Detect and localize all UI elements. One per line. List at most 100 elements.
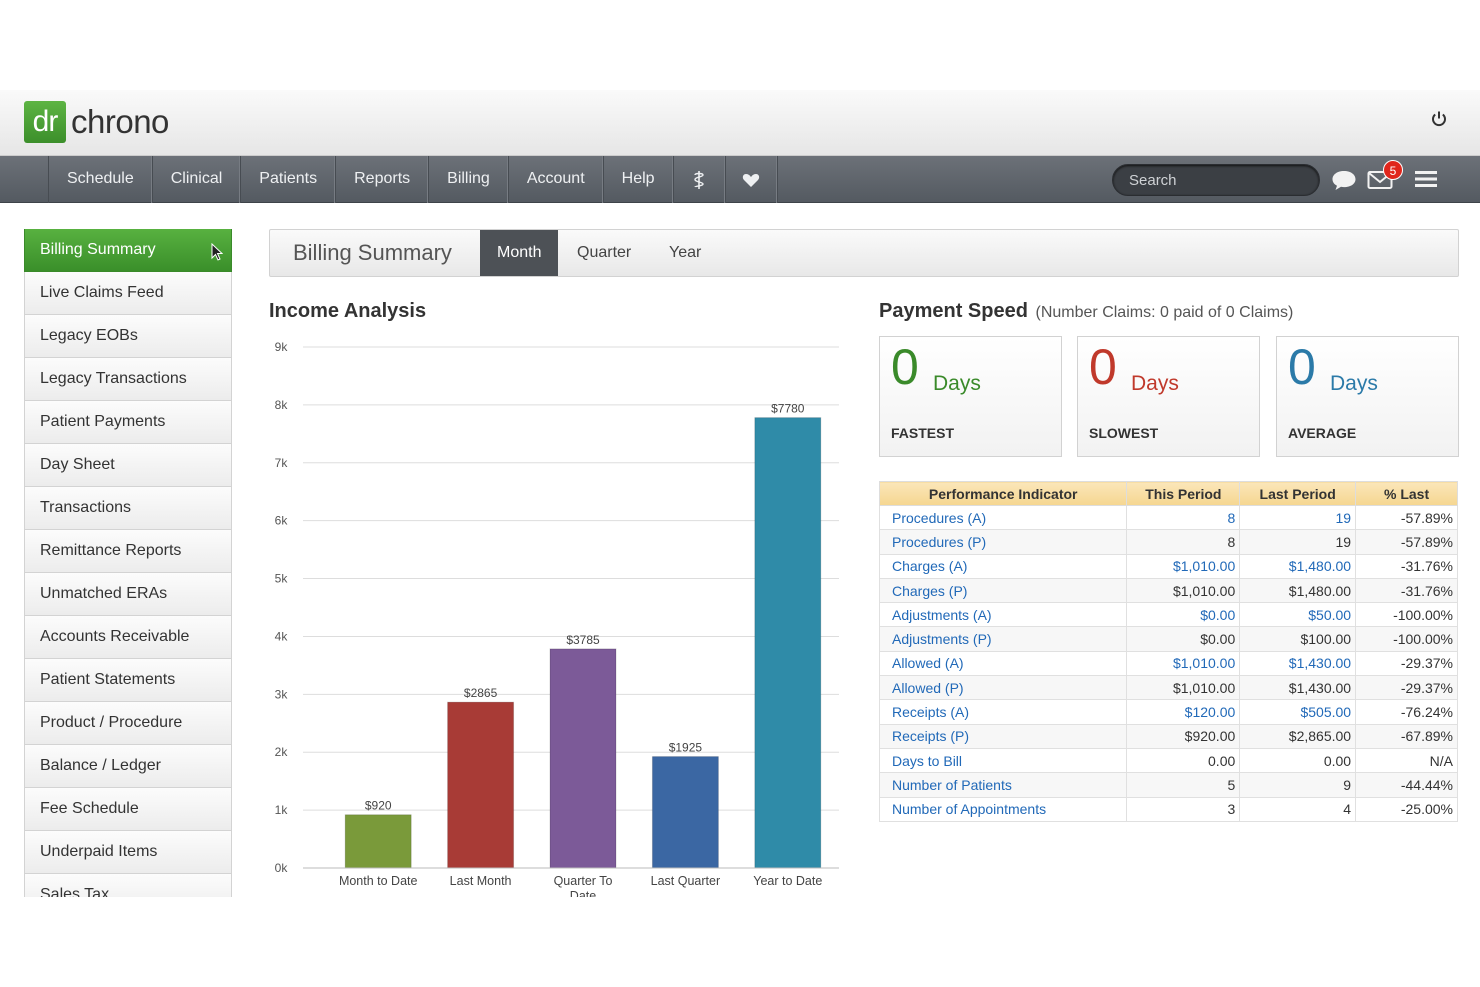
col-header-pct-last[interactable]: % Last	[1355, 481, 1458, 506]
sidebar-item-transactions[interactable]: Transactions	[24, 487, 232, 530]
power-icon[interactable]	[1430, 110, 1448, 128]
table-row: Receipts (A) $120.00 $505.00 -76.24%	[878, 699, 1458, 725]
indicator-cell[interactable]: Adjustments (P)	[878, 626, 1128, 652]
last-period-cell[interactable]: 19	[1239, 504, 1357, 531]
indicator-cell[interactable]: Procedures (A)	[878, 504, 1128, 531]
nav-item-patients[interactable]: Patients	[241, 156, 337, 203]
sidebar-item-label: Legacy Transactions	[40, 370, 187, 387]
table-header-row: Performance Indicator This Period Last P…	[878, 481, 1458, 506]
sidebar-item-legacy-transactions[interactable]: Legacy Transactions	[24, 358, 232, 401]
last-period-cell[interactable]: $505.00	[1239, 699, 1357, 725]
sidebar-item-underpaid-items[interactable]: Underpaid Items	[24, 831, 232, 874]
indicator-cell[interactable]: Days to Bill	[878, 747, 1128, 774]
indicator-cell[interactable]: Charges (P)	[878, 577, 1128, 604]
indicator-cell[interactable]: Receipts (A)	[878, 699, 1128, 725]
sidebar-item-remittance-reports[interactable]: Remittance Reports	[24, 530, 232, 573]
sidebar-item-legacy-eobs[interactable]: Legacy EOBs	[24, 315, 232, 358]
payment-speed-heading: Payment Speed	[879, 300, 1028, 322]
indicator-cell[interactable]: Allowed (P)	[878, 675, 1128, 701]
bar-last-quarter[interactable]	[651, 756, 719, 869]
nav-item-reports[interactable]: Reports	[336, 156, 430, 203]
sidebar-item-product-procedure[interactable]: Product / Procedure	[24, 702, 232, 745]
last-period-cell[interactable]: $1,480.00	[1239, 553, 1357, 579]
this-period-cell: $920.00	[1126, 723, 1241, 749]
indicator-cell[interactable]: Allowed (A)	[878, 650, 1128, 677]
this-period-cell[interactable]: $120.00	[1126, 699, 1241, 725]
x-tick-label: Last Month	[450, 874, 512, 888]
table-row: Allowed (P) $1,010.00 $1,430.00 -29.37%	[878, 675, 1458, 701]
last-period-cell: $100.00	[1239, 626, 1357, 652]
this-period-cell: $0.00	[1126, 626, 1241, 652]
this-period-cell[interactable]: $1,010.00	[1126, 553, 1241, 579]
pct-last-cell: -76.24%	[1355, 699, 1458, 725]
heart-icon[interactable]	[726, 156, 778, 203]
sidebar-item-live-claims-feed[interactable]: Live Claims Feed	[24, 272, 232, 315]
indicator-cell[interactable]: Number of Appointments	[878, 796, 1128, 822]
x-tick-label: Month to Date	[339, 874, 418, 888]
pct-last-cell: -29.37%	[1355, 675, 1458, 701]
sidebar-item-fee-schedule[interactable]: Fee Schedule	[24, 788, 232, 831]
y-tick-label: 5k	[275, 572, 289, 586]
indicator-cell[interactable]: Adjustments (A)	[878, 602, 1128, 628]
table-row: Adjustments (A) $0.00 $50.00 -100.00%	[878, 602, 1458, 628]
this-period-cell[interactable]: $1,010.00	[1126, 650, 1241, 677]
tab-month[interactable]: Month	[480, 230, 559, 276]
table-row: Days to Bill 0.00 0.00 N/A	[878, 747, 1458, 774]
nav-item-help[interactable]: Help	[604, 156, 674, 203]
search-input[interactable]	[1112, 164, 1320, 196]
table-row: Charges (P) $1,010.00 $1,480.00 -31.76%	[878, 577, 1458, 604]
sidebar-item-patient-payments[interactable]: Patient Payments	[24, 401, 232, 444]
last-period-cell[interactable]: $1,430.00	[1239, 650, 1357, 677]
bar-year-to-date[interactable]	[754, 417, 822, 869]
speed-label: FASTEST	[891, 425, 955, 441]
tab-quarter[interactable]: Quarter	[577, 244, 632, 261]
sidebar-item-unmatched-eras[interactable]: Unmatched ERAs	[24, 573, 232, 616]
indicator-cell[interactable]: Charges (A)	[878, 553, 1128, 579]
speed-unit: Days	[933, 372, 981, 395]
tab-year[interactable]: Year	[669, 244, 702, 261]
y-tick-label: 8k	[275, 398, 289, 412]
indicator-cell[interactable]: Number of Patients	[878, 772, 1128, 798]
sidebar-item-day-sheet[interactable]: Day Sheet	[24, 444, 232, 487]
sidebar-item-sales-tax[interactable]: Sales Tax	[24, 874, 232, 897]
last-period-cell[interactable]: $50.00	[1239, 602, 1357, 628]
pct-last-cell: N/A	[1355, 747, 1458, 774]
pct-last-cell: -25.00%	[1355, 796, 1458, 822]
pct-last-cell: -57.89%	[1355, 504, 1458, 531]
col-header-this-period[interactable]: This Period	[1126, 481, 1241, 506]
pct-last-cell: -57.89%	[1355, 529, 1458, 555]
this-period-cell[interactable]: $0.00	[1126, 602, 1241, 628]
sidebar-item-patient-statements[interactable]: Patient Statements	[24, 659, 232, 702]
page-title: Billing Summary	[293, 240, 452, 265]
bar-last-month[interactable]	[447, 701, 515, 869]
income-analysis-title: Income Analysis	[269, 300, 427, 322]
sidebar-item-label: Sales Tax	[40, 886, 110, 897]
bar-quarter-to-date[interactable]	[549, 648, 617, 869]
nav-item-clinical[interactable]: Clinical	[153, 156, 242, 203]
col-header-last-period[interactable]: Last Period	[1239, 481, 1357, 506]
billing-tabbar: Billing Summary Month Quarter Year	[269, 229, 1459, 277]
sidebar-item-billing-summary[interactable]: Billing Summary	[24, 229, 232, 272]
nav-item-schedule[interactable]: Schedule	[49, 156, 153, 203]
sidebar-item-balance-ledger[interactable]: Balance / Ledger	[24, 745, 232, 788]
this-period-cell[interactable]: 8	[1126, 504, 1241, 531]
hamburger-menu-icon[interactable]	[1414, 169, 1438, 189]
logo[interactable]: dr chrono	[24, 101, 169, 143]
nav-item-billing[interactable]: Billing	[429, 156, 509, 203]
indicator-cell[interactable]: Receipts (P)	[878, 723, 1128, 749]
col-header-indicator[interactable]: Performance Indicator	[878, 481, 1128, 506]
sidebar-item-accounts-receivable[interactable]: Accounts Receivable	[24, 616, 232, 659]
payment-speed-title: Payment Speed (Number Claims: 0 paid of …	[879, 300, 1293, 323]
mail-count-badge: 5	[1383, 160, 1403, 180]
caduceus-icon[interactable]	[674, 156, 726, 203]
chat-icon[interactable]	[1331, 169, 1357, 191]
nav-item-account[interactable]: Account	[509, 156, 604, 203]
y-tick-label: 4k	[275, 629, 289, 643]
logo-mark: dr	[24, 101, 66, 143]
top-header: dr chrono	[0, 90, 1480, 156]
y-tick-label: 9k	[275, 340, 289, 354]
table-row: Number of Patients 5 9 -44.44%	[878, 772, 1458, 798]
indicator-cell[interactable]: Procedures (P)	[878, 529, 1128, 555]
table-row: Number of Appointments 3 4 -25.00%	[878, 796, 1458, 822]
bar-month-to-date[interactable]	[344, 814, 412, 869]
